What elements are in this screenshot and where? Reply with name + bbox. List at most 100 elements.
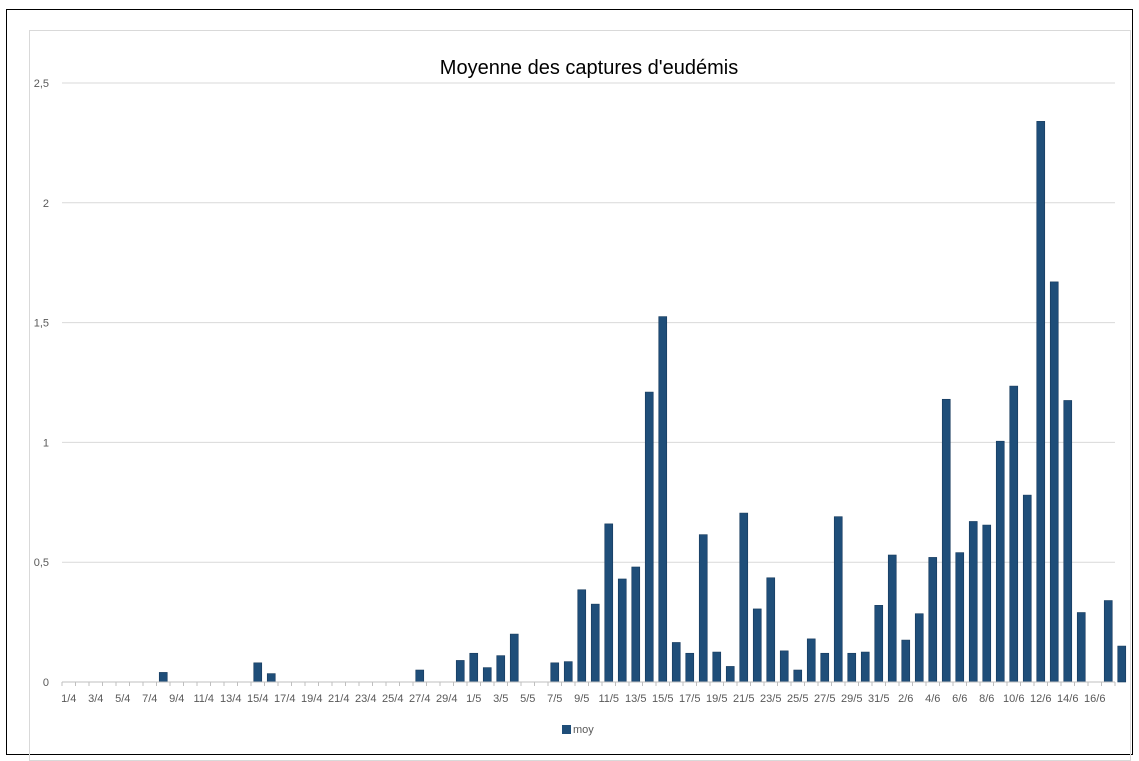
legend-label: moy xyxy=(573,724,594,736)
bar xyxy=(577,589,587,683)
bar xyxy=(847,652,857,683)
x-tick-label: 17/4 xyxy=(274,693,295,705)
bar xyxy=(901,639,911,683)
bar xyxy=(1103,600,1113,683)
x-tick-label: 14/6 xyxy=(1057,693,1078,705)
bar xyxy=(725,666,735,683)
bar xyxy=(631,566,641,683)
x-tick-label: 25/5 xyxy=(787,693,808,705)
y-tick-label: 0,5 xyxy=(34,557,49,569)
y-tick-label: 0 xyxy=(43,677,49,689)
x-tick-label: 3/4 xyxy=(88,693,103,705)
x-tick-label: 13/4 xyxy=(220,693,241,705)
bar xyxy=(928,557,938,683)
x-tick-label: 19/4 xyxy=(301,693,322,705)
x-tick-label: 27/5 xyxy=(814,693,835,705)
bar xyxy=(158,672,168,683)
bar xyxy=(550,662,560,683)
x-tick-label: 10/6 xyxy=(1003,693,1024,705)
bar xyxy=(739,512,749,683)
x-tick-label: 19/5 xyxy=(706,693,727,705)
x-tick-label: 17/5 xyxy=(679,693,700,705)
bar xyxy=(1076,612,1086,683)
x-tick-label: 7/4 xyxy=(142,693,157,705)
gridlines xyxy=(62,82,1115,563)
bar xyxy=(658,316,668,683)
x-tick-label: 9/5 xyxy=(574,693,589,705)
bar xyxy=(644,391,654,683)
legend: moy xyxy=(562,724,594,736)
y-tick-label: 1 xyxy=(43,437,49,449)
y-tick-label: 2,5 xyxy=(34,78,49,90)
bar xyxy=(496,655,506,683)
bar xyxy=(914,613,924,683)
x-tick-label: 9/4 xyxy=(169,693,184,705)
bar xyxy=(685,652,695,683)
x-axis: 1/4 3/4 5/4 7/4 9/4 11/4 13/4 15/4 17/4 19/4 21/4 2… xyxy=(61,681,1116,705)
x-tick-label: 21/5 xyxy=(733,693,754,705)
x-tick-label: 4/6 xyxy=(925,693,940,705)
bar xyxy=(712,651,722,683)
bar xyxy=(887,554,897,683)
bar xyxy=(968,521,978,683)
bar xyxy=(617,578,627,683)
bar xyxy=(806,638,816,683)
y-axis-ticks: 0 0,5 1 1,5 2 2,5 xyxy=(34,78,49,689)
bar xyxy=(698,534,708,683)
bar xyxy=(1049,281,1059,683)
y-tick-label: 1,5 xyxy=(34,318,49,330)
x-tick-label: 29/4 xyxy=(436,693,457,705)
bar xyxy=(941,398,951,683)
bar xyxy=(874,605,884,683)
x-tick-label: 5/4 xyxy=(115,693,130,705)
x-tick-label: 15/4 xyxy=(247,693,268,705)
x-tick-label: 3/5 xyxy=(493,693,508,705)
bar xyxy=(793,669,803,683)
x-tick-label: 29/5 xyxy=(841,693,862,705)
x-tick-label: 1/5 xyxy=(466,693,481,705)
x-tick-label: 31/5 xyxy=(868,693,889,705)
bar xyxy=(563,661,573,683)
bar xyxy=(1009,385,1019,683)
bar xyxy=(752,608,762,683)
bar xyxy=(469,652,479,683)
bar xyxy=(1063,400,1073,683)
x-tick-label: 5/5 xyxy=(520,693,535,705)
bar xyxy=(671,642,681,683)
x-tick-label: 27/4 xyxy=(409,693,430,705)
x-tick-label: 12/6 xyxy=(1030,693,1051,705)
x-tick-label: 23/4 xyxy=(355,693,376,705)
bar xyxy=(860,651,870,683)
bar xyxy=(455,660,465,683)
bar xyxy=(995,440,1005,683)
bar xyxy=(833,516,843,683)
bar xyxy=(779,650,789,683)
x-tick-label: 8/6 xyxy=(979,693,994,705)
bar xyxy=(266,673,276,683)
x-tick-label: 21/4 xyxy=(328,693,349,705)
bar xyxy=(590,603,600,683)
x-tick-label: 7/5 xyxy=(547,693,562,705)
bar xyxy=(766,577,776,683)
legend-swatch xyxy=(562,725,571,734)
x-tick-label: 25/4 xyxy=(382,693,403,705)
x-tick-label: 2/6 xyxy=(898,693,913,705)
x-tick-label: 11/4 xyxy=(193,693,214,705)
x-tick-label: 15/5 xyxy=(652,693,673,705)
bar xyxy=(955,552,965,683)
bar xyxy=(1036,121,1046,683)
bar xyxy=(415,669,425,683)
bar xyxy=(482,667,492,683)
y-tick-label: 2 xyxy=(43,198,49,210)
bar xyxy=(982,524,992,683)
bar xyxy=(604,523,614,683)
bar xyxy=(820,652,830,683)
bar xyxy=(1117,645,1127,683)
bars xyxy=(158,121,1127,683)
x-tick-label: 16/6 xyxy=(1084,693,1105,705)
bar xyxy=(253,662,263,683)
bar xyxy=(1022,494,1032,683)
bar xyxy=(509,633,519,683)
chart-title: Moyenne des captures d'eudémis xyxy=(440,57,738,79)
